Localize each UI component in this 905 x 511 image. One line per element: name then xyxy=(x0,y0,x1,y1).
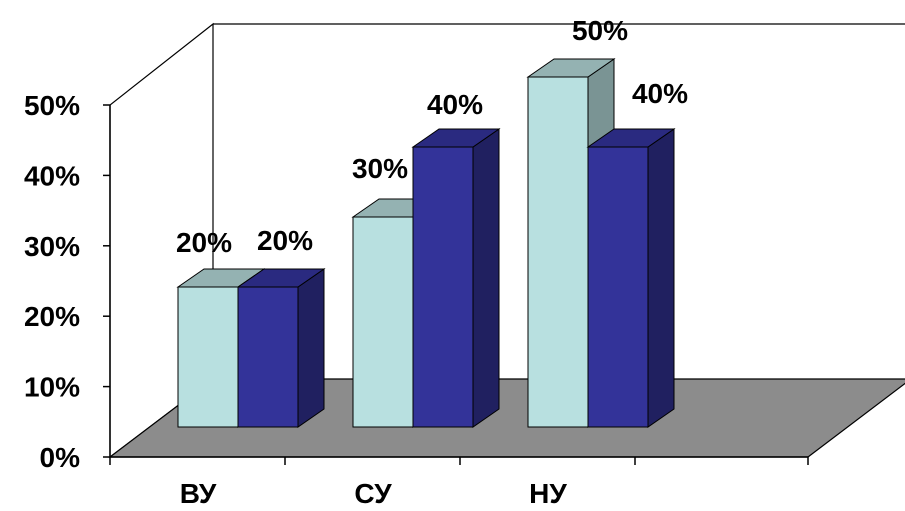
bar-side xyxy=(297,268,325,428)
data-label: 20% xyxy=(257,225,313,256)
bar xyxy=(352,216,414,428)
x-category-label: НУ xyxy=(529,478,567,509)
bars xyxy=(176,58,676,428)
x-category-label: ВУ xyxy=(180,478,217,509)
y-tick-label: 50% xyxy=(24,90,80,121)
y-tick-label: 30% xyxy=(24,231,80,262)
data-label: 40% xyxy=(632,78,688,109)
bar xyxy=(412,146,474,428)
data-label: 50% xyxy=(572,15,628,46)
data-label: 40% xyxy=(427,89,483,120)
y-tick-label: 0% xyxy=(40,442,81,473)
data-labels: 20% 20% 30% 40% 50% 40% xyxy=(176,15,688,258)
x-axis: ВУ СУ НУ xyxy=(109,456,809,509)
y-tick-label: 40% xyxy=(24,160,80,191)
x-category-label: СУ xyxy=(354,478,392,509)
bar xyxy=(177,286,239,428)
bar-side xyxy=(647,128,675,428)
bar xyxy=(527,76,589,428)
y-tick-label: 10% xyxy=(24,372,80,403)
bar xyxy=(587,146,649,428)
y-tick-label: 20% xyxy=(24,301,80,332)
y-axis: 0% 10% 20% 30% 40% 50% xyxy=(24,90,111,473)
data-label: 30% xyxy=(352,153,408,184)
bar xyxy=(237,286,299,428)
data-label: 20% xyxy=(176,227,232,258)
bar-side xyxy=(472,128,500,428)
